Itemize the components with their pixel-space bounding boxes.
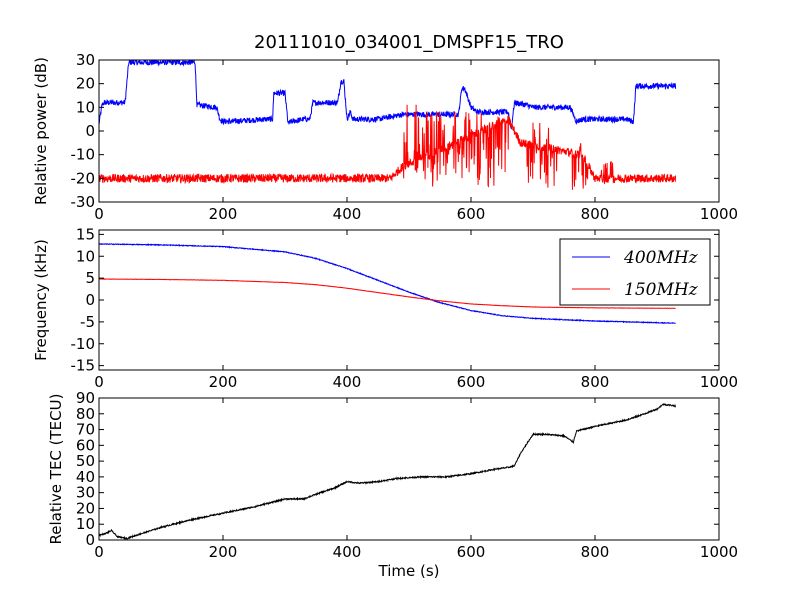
y-tick-label: -30 (71, 193, 96, 211)
x-tick-label: 600 (457, 373, 486, 391)
y-tick-label: 50 (76, 452, 95, 470)
y-tick-label: 10 (76, 515, 95, 533)
x-tick-label: 800 (581, 205, 610, 223)
subplot-group: 0 200 400 600 800 1000-30-20-100102030Relativ… (32, 51, 738, 580)
y-tick-label: -15 (71, 357, 96, 375)
x-tick-label: 200 (209, 543, 238, 561)
subplot-1: 0 200 400 600 800 1000 -30 -20 -10 0 10 20 30 Relativ… (32, 51, 738, 223)
y-tick-label: 20 (76, 499, 95, 517)
y-tick-label: -5 (80, 313, 95, 331)
series-line-2 (99, 104, 677, 190)
y-axis-label: Frequency (kHz) (32, 239, 50, 361)
y-tick-label: 15 (76, 225, 95, 243)
x-tick-label: 200 (209, 205, 238, 223)
y-tick-label: 10 (76, 247, 95, 265)
x-tick-label: 1000 (700, 205, 738, 223)
legend-label: 150MHz (624, 280, 699, 300)
y-tick-label: 80 (76, 405, 95, 423)
x-tick-label: 0 (94, 373, 104, 391)
x-tick-label: 400 (333, 543, 362, 561)
subplot-3: 0 200 400 600 800 10000102030405060708090Rela… (47, 389, 738, 580)
y-tick-label: 10 (76, 98, 95, 116)
y-tick-label: 70 (76, 421, 95, 439)
x-tick-label: 0 (94, 205, 104, 223)
legend-box (559, 238, 711, 306)
figure-title: 20111010_034001_DMSPF15_TRO (254, 32, 564, 53)
y-tick-label: 0 (85, 122, 95, 140)
x-tick-label: 800 (581, 543, 610, 561)
y-tick-label: -10 (71, 146, 96, 164)
y-tick-label: 30 (76, 484, 95, 502)
x-tick-label: 1000 (700, 543, 738, 561)
series-line-1 (99, 60, 677, 130)
y-tick-label: -10 (71, 335, 96, 353)
y-tick-label: -20 (71, 169, 96, 187)
legend: 400MHz 150MHz (559, 238, 711, 306)
series-line-400mhz (99, 243, 676, 325)
y-tick-label: 20 (76, 75, 95, 93)
y-tick-label: 60 (76, 436, 95, 454)
x-tick-label: 400 (333, 205, 362, 223)
subplot-2: 0 200 400 600 800 1000 -15 -10 -5 0 5 10 15 Frequency… (32, 225, 738, 391)
series-line-1 (99, 402, 677, 540)
x-tick-label: 600 (457, 205, 486, 223)
y-tick-label: 0 (85, 291, 95, 309)
y-tick-label: 40 (76, 468, 95, 486)
x-tick-label: 1000 (700, 373, 738, 391)
y-axis-label: Relative TEC (TECU) (47, 394, 65, 545)
x-tick-label: 800 (581, 373, 610, 391)
y-tick-label: 30 (76, 51, 95, 69)
legend-label: 400MHz (623, 248, 699, 268)
y-axis-label: Relative power (dB) (32, 57, 50, 205)
x-tick-label: 0 (94, 543, 104, 561)
y-tick-label: 5 (85, 269, 95, 287)
y-tick-label: 90 (76, 389, 95, 407)
x-tick-label: 200 (209, 373, 238, 391)
x-axis-label: Time (s) (378, 562, 440, 580)
series-line-150mhz (99, 278, 676, 309)
x-tick-label: 400 (333, 373, 362, 391)
x-tick-label: 600 (457, 543, 486, 561)
plot-frame (98, 397, 720, 541)
y-tick-label: 0 (85, 531, 95, 549)
